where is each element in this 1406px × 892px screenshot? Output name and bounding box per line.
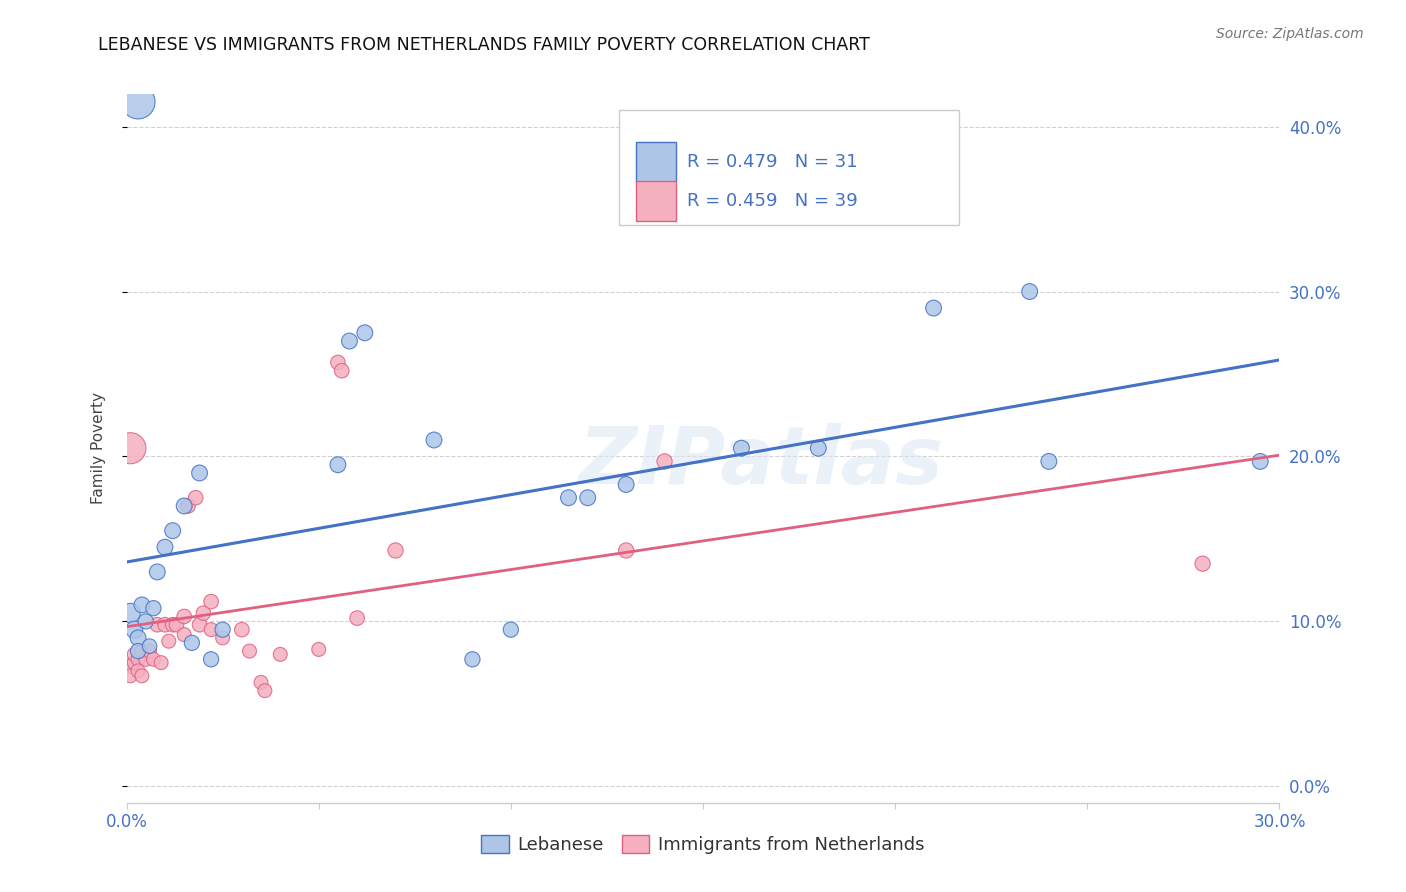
Point xyxy=(162,617,184,632)
Text: ZIPatlas: ZIPatlas xyxy=(578,424,943,501)
Point xyxy=(188,466,211,480)
Point xyxy=(177,499,200,513)
Point xyxy=(614,543,637,558)
Point xyxy=(166,617,188,632)
Point xyxy=(200,594,222,608)
Point xyxy=(131,669,153,683)
Point xyxy=(423,433,446,447)
Point xyxy=(127,644,149,658)
Point xyxy=(180,636,202,650)
Legend: Lebanese, Immigrants from Netherlands: Lebanese, Immigrants from Netherlands xyxy=(481,835,925,854)
Point xyxy=(1038,454,1060,468)
Point xyxy=(326,355,349,369)
Point xyxy=(127,652,149,666)
Point xyxy=(330,364,353,378)
Point xyxy=(353,326,375,340)
Point xyxy=(173,499,195,513)
Point xyxy=(120,669,142,683)
Point xyxy=(122,656,145,670)
Point xyxy=(131,644,153,658)
Point xyxy=(153,617,176,632)
Point xyxy=(131,598,153,612)
Point xyxy=(231,623,253,637)
Point xyxy=(135,615,157,629)
Point xyxy=(138,644,160,658)
Point xyxy=(922,301,945,315)
Text: R = 0.459   N = 39: R = 0.459 N = 39 xyxy=(688,192,858,210)
Point xyxy=(188,617,211,632)
Point xyxy=(576,491,599,505)
Point xyxy=(1249,454,1271,468)
Point xyxy=(135,652,157,666)
Text: R = 0.479   N = 31: R = 0.479 N = 31 xyxy=(688,153,858,170)
Point xyxy=(200,623,222,637)
Point xyxy=(211,631,233,645)
Point xyxy=(142,652,165,666)
Point xyxy=(146,565,169,579)
Point xyxy=(730,441,752,455)
Point xyxy=(142,601,165,615)
Point xyxy=(122,648,145,662)
Point xyxy=(157,634,180,648)
Text: Source: ZipAtlas.com: Source: ZipAtlas.com xyxy=(1216,27,1364,41)
Point xyxy=(1191,557,1213,571)
Point xyxy=(346,611,368,625)
Point xyxy=(499,623,522,637)
Point xyxy=(211,623,233,637)
Point xyxy=(184,491,207,505)
Point xyxy=(557,491,579,505)
Point xyxy=(127,631,149,645)
Point xyxy=(120,441,142,455)
Point xyxy=(127,664,149,678)
Point xyxy=(200,652,222,666)
Point xyxy=(339,334,361,348)
Point xyxy=(150,656,173,670)
Point xyxy=(250,675,273,690)
Point xyxy=(146,617,169,632)
Point xyxy=(153,540,176,554)
Point xyxy=(162,524,184,538)
Point xyxy=(461,652,484,666)
Y-axis label: Family Poverty: Family Poverty xyxy=(91,392,105,504)
Text: LEBANESE VS IMMIGRANTS FROM NETHERLANDS FAMILY POVERTY CORRELATION CHART: LEBANESE VS IMMIGRANTS FROM NETHERLANDS … xyxy=(98,36,870,54)
Point xyxy=(326,458,349,472)
Point xyxy=(308,642,330,657)
Point xyxy=(193,606,215,620)
Point xyxy=(173,609,195,624)
Point xyxy=(269,648,291,662)
Point xyxy=(1018,285,1040,299)
Point xyxy=(120,606,142,620)
Point xyxy=(253,683,276,698)
Point xyxy=(173,627,195,641)
Point xyxy=(120,659,142,673)
Point xyxy=(238,644,260,658)
Point xyxy=(127,95,149,109)
Point xyxy=(807,441,830,455)
Point xyxy=(138,639,160,653)
Point xyxy=(654,454,676,468)
Point xyxy=(122,623,145,637)
Point xyxy=(384,543,406,558)
Point xyxy=(614,477,637,491)
